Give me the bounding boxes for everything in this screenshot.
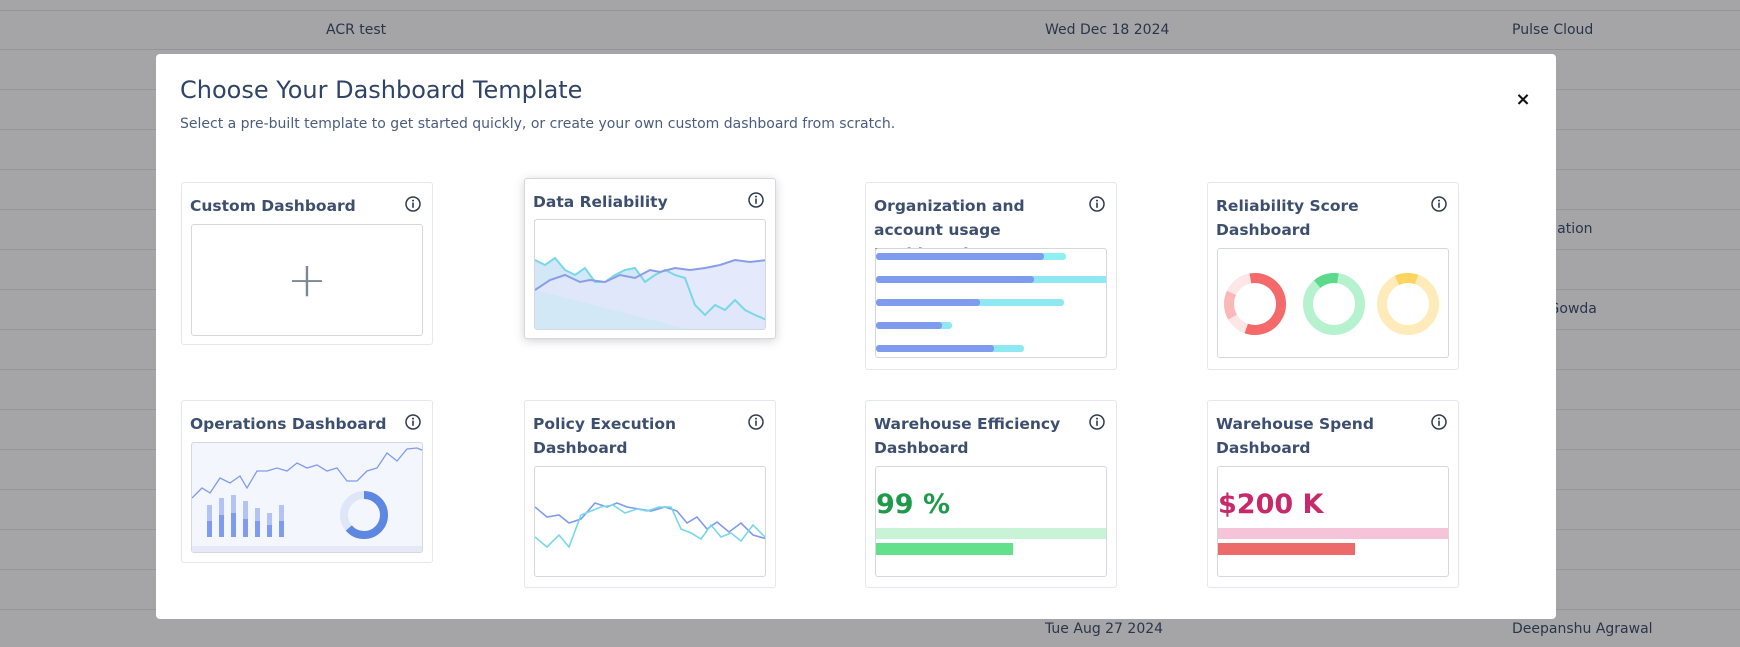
info-icon[interactable] <box>1088 413 1106 431</box>
template-card-data-reliability[interactable]: Data Reliability Dashboard <box>524 178 776 339</box>
info-icon[interactable] <box>747 191 765 209</box>
template-card-operations[interactable]: Operations Dashboard <box>181 400 433 563</box>
template-card-org-usage[interactable]: Organization and account usage Dashboard <box>865 182 1117 370</box>
modal-subtitle: Select a pre-built template to get start… <box>180 116 896 132</box>
info-icon[interactable] <box>404 195 422 213</box>
plus-icon: + <box>286 252 328 308</box>
info-icon[interactable] <box>747 413 765 431</box>
reliability-score-preview <box>1217 248 1449 358</box>
cell-owner: Pulse Cloud <box>1512 22 1594 38</box>
info-icon[interactable] <box>1088 195 1106 213</box>
bar-chart-thumbnail <box>876 253 1106 352</box>
template-modal: Choose Your Dashboard Template Select a … <box>156 54 1556 619</box>
spend-progress-bar <box>1218 543 1355 555</box>
custom-preview: + <box>191 224 423 336</box>
template-card-warehouse-efficiency[interactable]: Warehouse Efficiency Dashboard 99 % <box>865 400 1117 588</box>
template-card-custom[interactable]: Custom Dashboard + <box>181 182 433 345</box>
table-row[interactable]: Tue Aug 27 2024 Deepanshu Agrawal <box>0 610 1740 647</box>
operations-preview <box>191 442 423 553</box>
efficiency-track <box>876 528 1106 539</box>
warehouse-efficiency-preview: 99 % <box>875 466 1107 577</box>
efficiency-value: 99 % <box>876 489 951 520</box>
policy-execution-preview <box>534 466 766 577</box>
cell-name: ACR test <box>326 22 387 38</box>
template-card-warehouse-spend[interactable]: Warehouse Spend Dashboard $200 K <box>1207 400 1459 588</box>
spend-track <box>1218 528 1448 539</box>
template-card-reliability-score[interactable]: Reliability Score Dashboard <box>1207 182 1459 370</box>
card-title: Operations Dashboard <box>190 415 387 433</box>
org-usage-preview <box>875 248 1107 358</box>
modal-title: Choose Your Dashboard Template <box>180 76 583 104</box>
cell-date: Tue Aug 27 2024 <box>1045 621 1164 637</box>
efficiency-progress-bar <box>876 543 1013 555</box>
operations-chart-thumbnail <box>192 447 422 552</box>
close-icon[interactable]: × <box>1515 88 1531 110</box>
card-title: Policy Execution Dashboard <box>533 415 677 457</box>
card-title: Reliability Score Dashboard <box>1216 197 1359 239</box>
info-icon[interactable] <box>404 413 422 431</box>
card-title: Custom Dashboard <box>190 197 356 215</box>
card-title: Warehouse Spend Dashboard <box>1216 415 1374 457</box>
warehouse-spend-preview: $200 K <box>1217 466 1449 577</box>
template-card-policy-execution[interactable]: Policy Execution Dashboard <box>524 400 776 588</box>
cell-owner: Deepanshu Agrawal <box>1512 621 1653 637</box>
data-reliability-preview <box>534 219 766 330</box>
table-row[interactable]: ACR test Wed Dec 18 2024 Pulse Cloud <box>0 10 1740 50</box>
line-chart-thumbnail <box>535 502 765 549</box>
donut-chart-thumbnail <box>1224 273 1439 335</box>
spend-value: $200 K <box>1218 489 1324 520</box>
cell-date: Wed Dec 18 2024 <box>1045 22 1170 38</box>
card-title: Warehouse Efficiency Dashboard <box>874 415 1061 457</box>
area-chart-thumbnail <box>535 256 765 329</box>
info-icon[interactable] <box>1430 195 1448 213</box>
info-icon[interactable] <box>1430 413 1448 431</box>
